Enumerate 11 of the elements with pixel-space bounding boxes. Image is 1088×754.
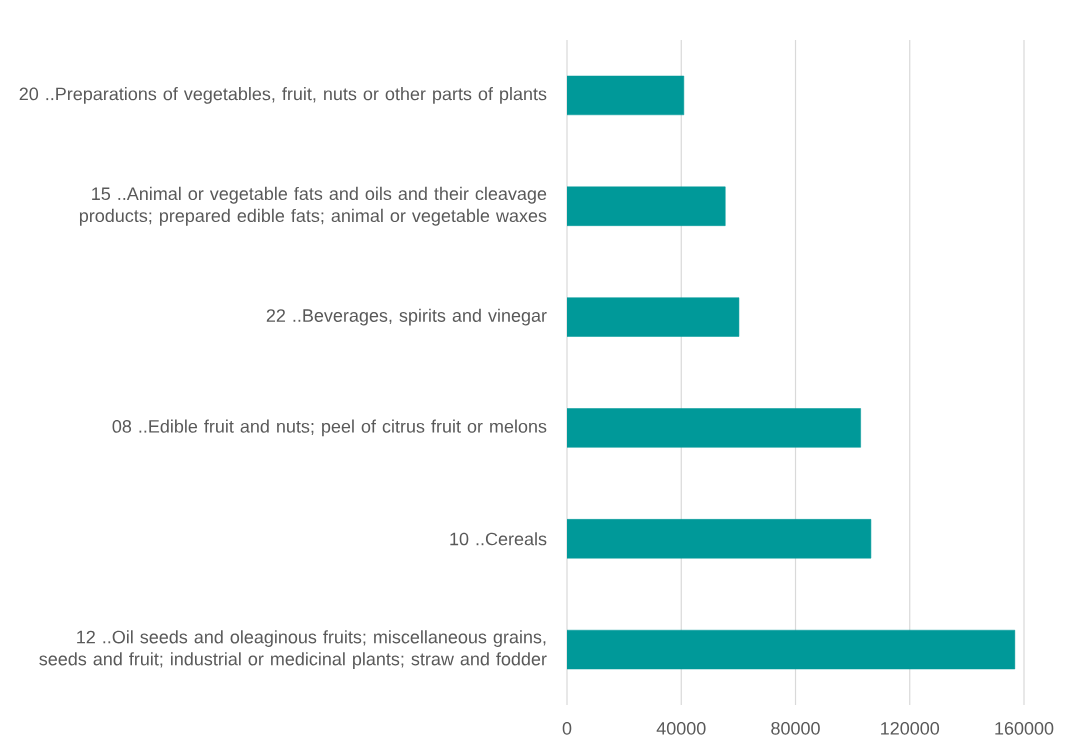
y-tick-label: 22 ..Beverages, spirits and vinegar bbox=[266, 308, 547, 326]
x-tick-label: 0 bbox=[562, 721, 572, 735]
x-tick-label: 80000 bbox=[771, 721, 820, 735]
x-tick-label: 40000 bbox=[656, 721, 706, 735]
x-tick-label: 120000 bbox=[881, 721, 940, 735]
y-tick-label: 20 ..Preparations of vegetables, fruit, nuts or other parts of plants bbox=[19, 87, 547, 104]
y-tick-label: 08 ..Edible fruit and nuts; peel of citrus fruit or melons bbox=[112, 419, 547, 437]
y-tick-label: 15 ..Animal or vegetable fats and oils and their cleavage products; prepared edible fats; animal or vegetable waxes bbox=[79, 186, 547, 226]
x-tick-label: 160000 bbox=[995, 721, 1054, 735]
y-tick-label: 12 ..Oil seeds and oleaginous fruits; miscellaneous grains, seeds and fruit; industrial or medicinal plants; straw and fodder bbox=[39, 630, 547, 669]
y-tick-label: 10 ..Cereals bbox=[450, 532, 547, 546]
